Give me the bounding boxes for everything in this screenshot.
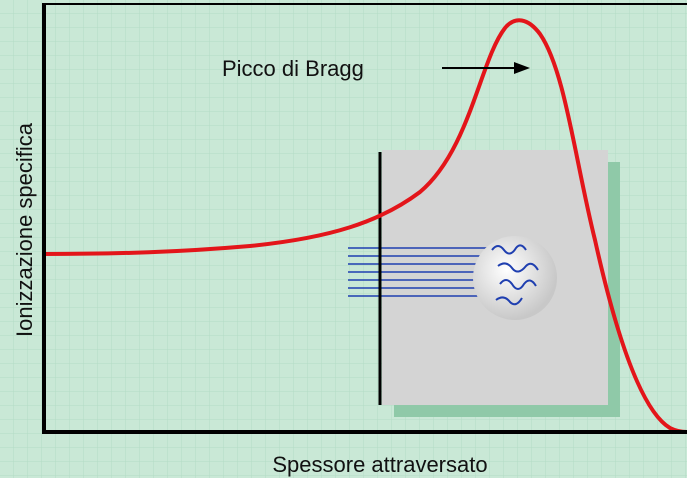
annotation: Picco di Bragg bbox=[222, 56, 364, 81]
diagram: Picco di Bragg Ionizzazione specifica Sp… bbox=[0, 0, 687, 478]
y-axis-label: Ionizzazione specifica bbox=[12, 122, 37, 337]
x-axis-label: Spessore attraversato bbox=[272, 452, 487, 477]
